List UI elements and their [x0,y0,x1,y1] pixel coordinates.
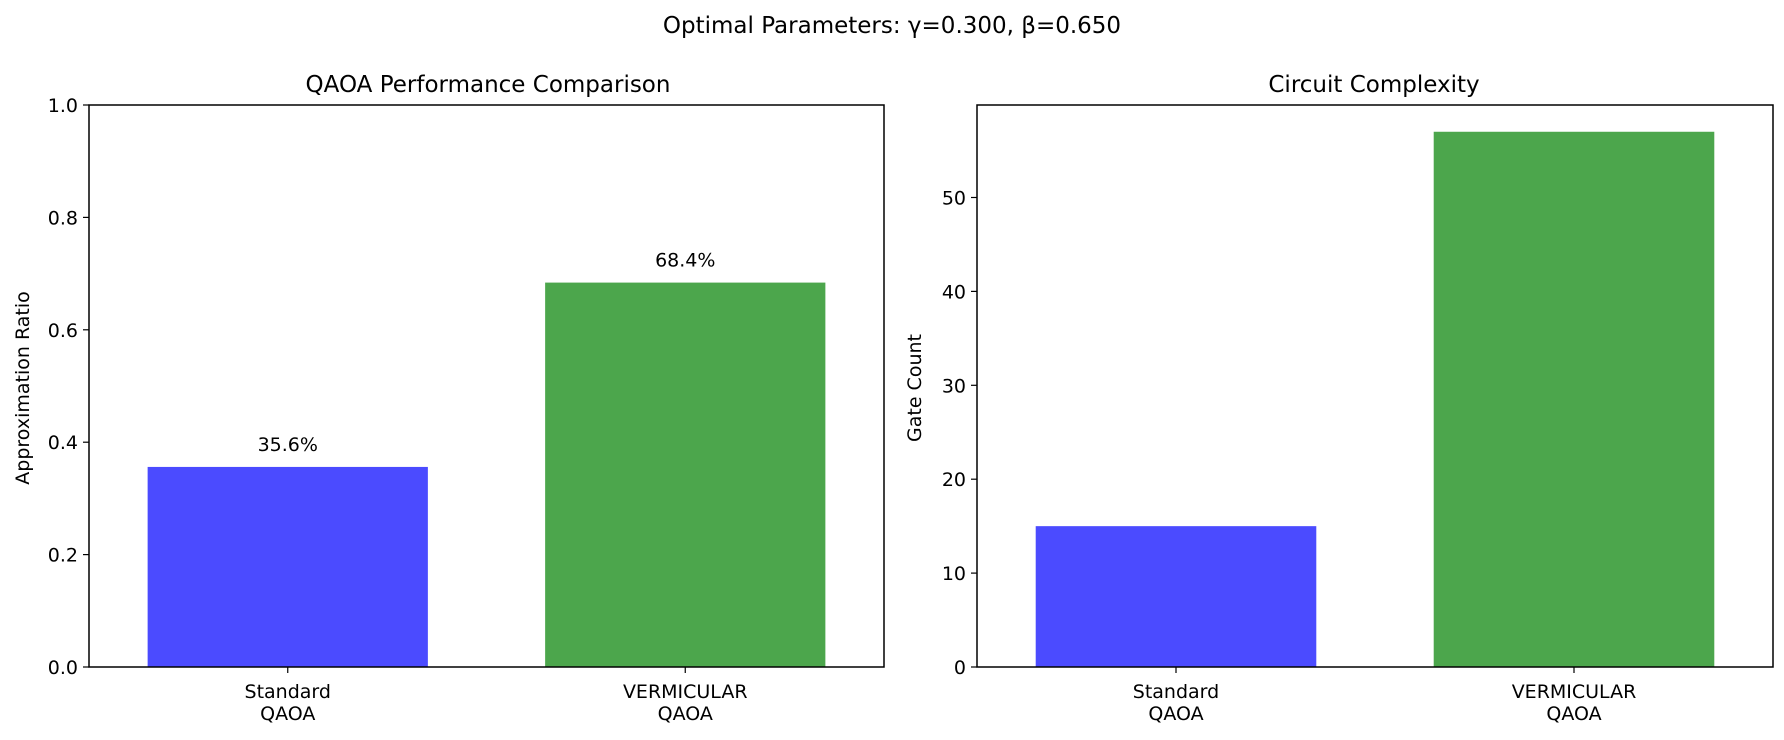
xtick-label-performance-0: Standard QAOA [245,681,331,725]
ytick-label-complexity-1: 10 [942,563,966,585]
bar-label-performance-0: 35.6% [258,434,318,456]
ytick-label-complexity-4: 40 [942,281,966,303]
ytick-label-complexity-2: 20 [942,469,966,491]
bar-performance-0 [147,466,428,667]
xtick-label-complexity-0: Standard QAOA [1133,681,1219,725]
ytick-label-performance-3: 0.6 [48,320,78,342]
panel-complexity-title: Circuit Complexity [1268,72,1479,98]
xtick-label-complexity-1: VERMICULAR QAOA [1512,681,1637,725]
ytick-label-performance-0: 0.0 [48,657,78,679]
ytick-label-complexity-5: 50 [942,187,966,209]
bar-label-performance-1: 68.4% [655,250,715,272]
figure-suptitle: Optimal Parameters: γ=0.300, β=0.650 [663,13,1121,39]
panel-performance-title: QAOA Performance Comparison [306,72,671,98]
ytick-label-performance-1: 0.2 [48,545,78,567]
xtick-label-performance-1: VERMICULAR QAOA [623,681,748,725]
ytick-label-performance-4: 0.8 [48,207,78,229]
ytick-label-performance-2: 0.4 [48,432,78,454]
ytick-label-complexity-0: 0 [954,657,966,679]
bar-performance-1 [545,282,826,667]
axes-frame-complexity [976,104,1774,668]
axes-frame-performance [88,104,885,668]
bar-complexity-0 [1035,526,1317,667]
panel-complexity: Circuit Complexity Gate Count Standard QA… [904,72,1774,725]
bar-complexity-1 [1433,131,1715,667]
ytick-label-performance-5: 1.0 [48,95,78,117]
ytick-label-complexity-3: 30 [942,375,966,397]
panel-performance-ylabel: Approximation Ratio [12,291,34,484]
panel-performance: QAOA Performance Comparison Approximatio… [12,72,885,725]
panel-complexity-ylabel: Gate Count [904,334,926,442]
